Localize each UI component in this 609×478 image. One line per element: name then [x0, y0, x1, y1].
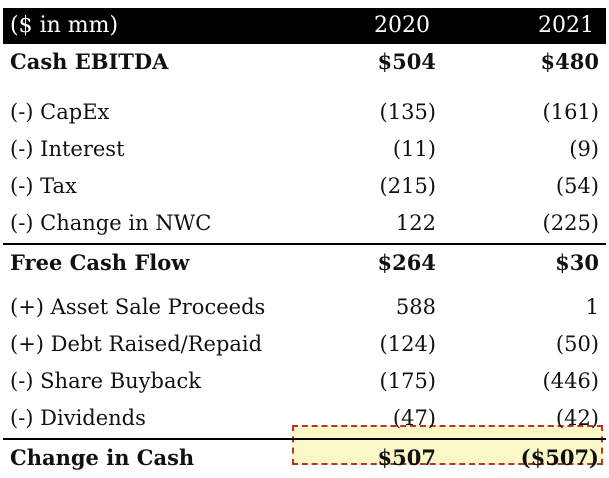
row-label: (+) Debt Raised/Repaid — [10, 332, 263, 356]
change-in-cash-highlight — [292, 425, 603, 465]
row-value-2020: 588 — [395, 295, 436, 319]
row-value-2020: (135) — [379, 100, 436, 124]
row-value-2021: $30 — [555, 250, 599, 275]
table-row-nwc: (-) Change in NWC 122 (225) — [3, 206, 606, 243]
row-value-2020: (124) — [379, 332, 436, 356]
row-value-2021: (54) — [555, 174, 599, 198]
row-value-2020: (175) — [379, 369, 436, 393]
row-label: (+) Asset Sale Proceeds — [10, 295, 266, 319]
row-label: (-) Interest — [10, 137, 125, 161]
row-value-2021: (9) — [569, 137, 599, 161]
table-header: ($ in mm) 2020 2021 — [3, 8, 606, 44]
row-label: (-) Dividends — [10, 406, 146, 430]
row-value-2020: (215) — [379, 174, 436, 198]
row-value-2021: $480 — [540, 49, 599, 74]
header-units-label: ($ in mm) — [10, 13, 119, 38]
row-label: Change in Cash — [10, 445, 195, 470]
table-row-buyback: (-) Share Buyback (175) (446) — [3, 364, 606, 401]
table-row-interest: (-) Interest (11) (9) — [3, 132, 606, 169]
table-row-dividends: (-) Dividends (47) (42) — [3, 401, 606, 438]
header-year-2021: 2021 — [538, 13, 594, 38]
row-label: Cash EBITDA — [10, 49, 169, 74]
spacer — [3, 282, 606, 290]
row-label: (-) Share Buyback — [10, 369, 201, 393]
row-value-2021: (446) — [542, 369, 599, 393]
row-value-2021: (161) — [542, 100, 599, 124]
row-value-2020: (47) — [392, 406, 436, 430]
table-row-change-in-cash: Change in Cash $507 ($507) — [3, 438, 606, 478]
row-value-2021: (225) — [542, 211, 599, 235]
table-row-free-cash-flow: Free Cash Flow $264 $30 — [3, 243, 606, 282]
row-label: Free Cash Flow — [10, 250, 190, 275]
row-value-2020: $264 — [377, 250, 436, 275]
table-row-tax: (-) Tax (215) (54) — [3, 169, 606, 206]
table-row-asset-sale: (+) Asset Sale Proceeds 588 1 — [3, 290, 606, 327]
table-row-cash-ebitda: Cash EBITDA $504 $480 — [3, 44, 606, 81]
row-value-2021: ($507) — [520, 445, 599, 470]
spacer — [3, 81, 606, 95]
row-value-2021: (42) — [555, 406, 599, 430]
row-label: (-) Change in NWC — [10, 211, 212, 235]
row-label: (-) Tax — [10, 174, 77, 198]
row-value-2021: 1 — [585, 295, 599, 319]
row-value-2021: (50) — [555, 332, 599, 356]
row-value-2020: $507 — [377, 445, 436, 470]
table-row-capex: (-) CapEx (135) (161) — [3, 95, 606, 132]
row-value-2020: (11) — [392, 137, 436, 161]
row-value-2020: 122 — [395, 211, 436, 235]
row-value-2020: $504 — [377, 49, 436, 74]
row-label: (-) CapEx — [10, 100, 110, 124]
table-row-debt: (+) Debt Raised/Repaid (124) (50) — [3, 327, 606, 364]
cash-flow-table: ($ in mm) 2020 2021 Cash EBITDA $504 $48… — [3, 8, 606, 478]
header-year-2020: 2020 — [374, 13, 430, 38]
